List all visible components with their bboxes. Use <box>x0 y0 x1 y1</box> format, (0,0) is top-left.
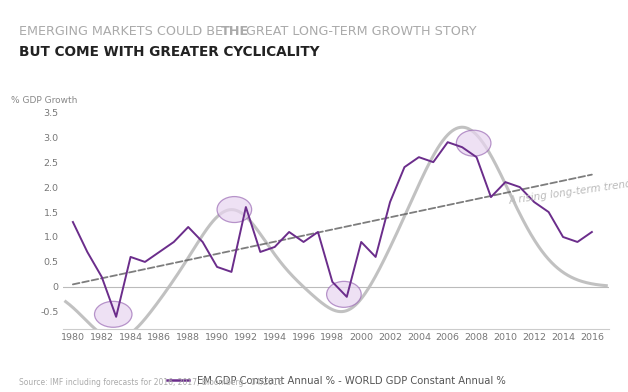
Text: GREAT LONG-TERM GROWTH STORY: GREAT LONG-TERM GROWTH STORY <box>242 25 477 38</box>
Text: EMERGING MARKETS COULD BE: EMERGING MARKETS COULD BE <box>19 25 227 38</box>
Ellipse shape <box>217 196 252 223</box>
Ellipse shape <box>457 130 491 156</box>
Legend: EM GDP Constant Annual % - WORLD GDP Constant Annual %: EM GDP Constant Annual % - WORLD GDP Con… <box>163 372 509 390</box>
Ellipse shape <box>327 281 361 307</box>
Text: THE: THE <box>221 25 249 38</box>
Ellipse shape <box>95 301 132 327</box>
Text: Source: IMF including forecasts for 2016, 2017; Bloomberg - 04/2016: Source: IMF including forecasts for 2016… <box>19 378 283 387</box>
Text: % GDP Growth: % GDP Growth <box>11 96 77 105</box>
Text: A rising long-term trend: A rising long-term trend <box>508 179 628 206</box>
Text: BUT COME WITH GREATER CYCLICALITY: BUT COME WITH GREATER CYCLICALITY <box>19 45 320 59</box>
